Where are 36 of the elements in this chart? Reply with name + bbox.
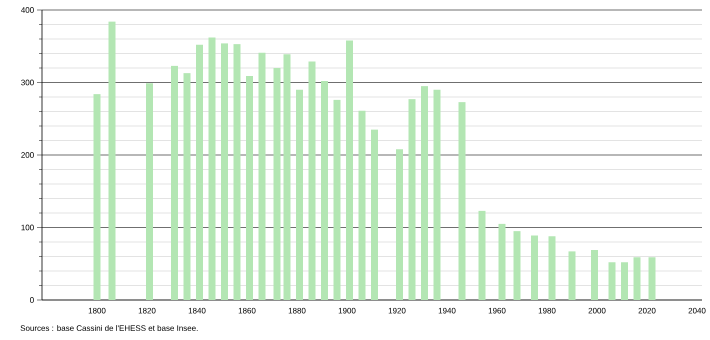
- bar: [458, 102, 466, 300]
- bar: [296, 90, 304, 300]
- bar: [408, 99, 416, 300]
- bar: [434, 90, 441, 300]
- bar: [621, 262, 628, 300]
- bar: [371, 130, 378, 300]
- bar: [196, 44, 203, 300]
- bar: [284, 54, 291, 300]
- bar: [608, 262, 616, 300]
- bar: [171, 66, 178, 300]
- bar: [258, 52, 266, 300]
- bar: [568, 251, 576, 300]
- bar: [321, 81, 328, 300]
- bar: [308, 61, 316, 300]
- bar: [334, 100, 341, 300]
- bar: [648, 257, 656, 300]
- bar: [634, 257, 641, 300]
- bar: [346, 40, 354, 300]
- bar: [358, 110, 366, 300]
- bar: [514, 231, 521, 300]
- bar: [221, 43, 228, 300]
- bar: [234, 44, 241, 300]
- bar: [396, 149, 404, 300]
- bar: [108, 22, 116, 300]
- bar: [498, 224, 506, 300]
- bar: [246, 76, 254, 300]
- bar: [274, 68, 281, 300]
- bar: [146, 83, 153, 300]
- bar: [531, 235, 538, 300]
- bar: [184, 73, 190, 300]
- bar: [591, 250, 598, 300]
- bar: [208, 38, 216, 300]
- bar: [94, 94, 100, 300]
- bar: [421, 86, 428, 300]
- bar: [548, 236, 556, 300]
- bar: [478, 210, 486, 300]
